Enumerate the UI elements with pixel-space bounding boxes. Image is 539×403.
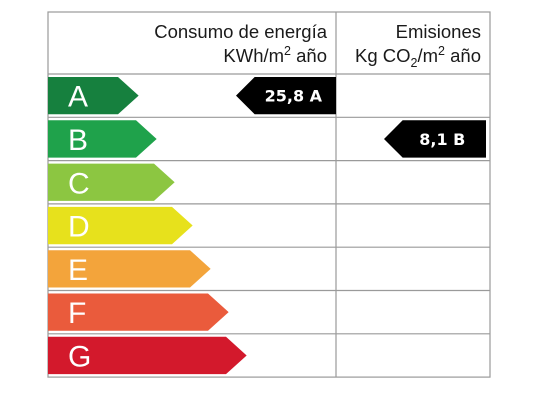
rating-indicators: 25,8 A 8,1 B [236,77,486,158]
rating-letter-f: F [68,297,86,330]
consumo-header-line1: Consumo de energía [154,21,327,42]
label-grid [47,11,491,378]
rating-letter-e: E [68,254,88,287]
rating-letter-d: D [68,211,90,244]
rating-bar-d [48,206,193,245]
emisiones-indicator-arrow [384,120,486,158]
emisiones-header-line1: Emisiones [396,21,481,42]
rating-bar-e [48,250,211,288]
emisiones-header-line2: Kg CO2/m2 año [355,44,481,70]
header: Consumo de energía KWh/m2 año Emisiones … [154,21,481,70]
emisiones-indicator-value: 8,1 B [419,130,465,149]
rating-bar-b [48,120,157,158]
consumo-header-line2: KWh/m2 año [223,44,327,66]
rating-bar-g [48,336,247,375]
rating-bar-c [48,163,175,201]
rating-letter-g: G [68,340,91,373]
rating-bar-f [48,293,229,331]
consumo-indicator-value: 25,8 A [265,87,323,106]
rating-letter-c: C [68,167,90,200]
rating-bar-a [48,77,139,115]
rating-letter-b: B [68,124,88,157]
rating-letter-a: A [68,81,88,114]
consumo-indicator-arrow [236,77,336,115]
